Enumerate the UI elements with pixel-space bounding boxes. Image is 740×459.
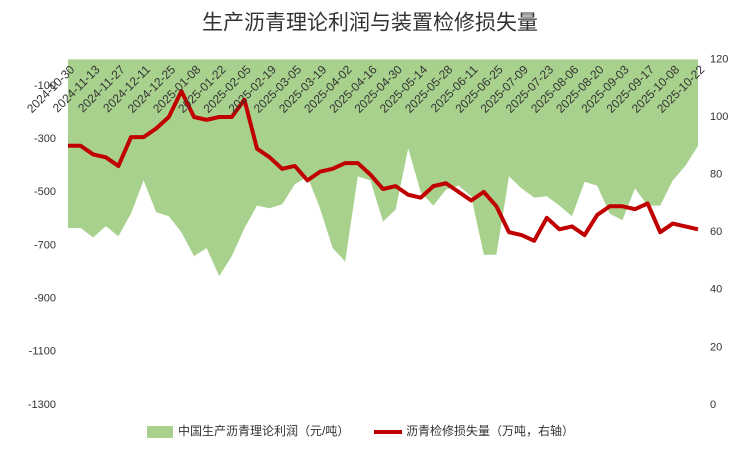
y2-tick-label: 20: [710, 341, 722, 353]
legend-label: 中国生产沥青理论利润（元/吨）: [178, 423, 349, 438]
y-tick-label: -1100: [29, 346, 56, 358]
y-tick-label: -700: [34, 239, 56, 251]
y-tick-label: -100: [34, 80, 56, 92]
y-tick-label: -1300: [28, 399, 56, 411]
y-tick-label: -900: [34, 293, 56, 305]
y-tick-label: -300: [34, 133, 56, 145]
y-tick-label: -500: [34, 186, 56, 198]
profit-area: [68, 59, 698, 277]
loss-line: [68, 89, 699, 243]
y2-tick-label: 80: [710, 169, 722, 181]
y2-tick-label: 100: [710, 111, 728, 123]
y2-tick-label: 60: [710, 226, 722, 238]
legend-swatch: [147, 426, 173, 438]
chart-title: 生产沥青理论利润与装置检修损失量: [202, 12, 538, 35]
y2-tick-label: 0: [710, 399, 716, 411]
y2-tick-label: 120: [710, 53, 728, 65]
legend-label: 沥青检修损失量（万吨，右轴）: [406, 423, 574, 438]
y2-tick-label: 40: [710, 284, 722, 296]
